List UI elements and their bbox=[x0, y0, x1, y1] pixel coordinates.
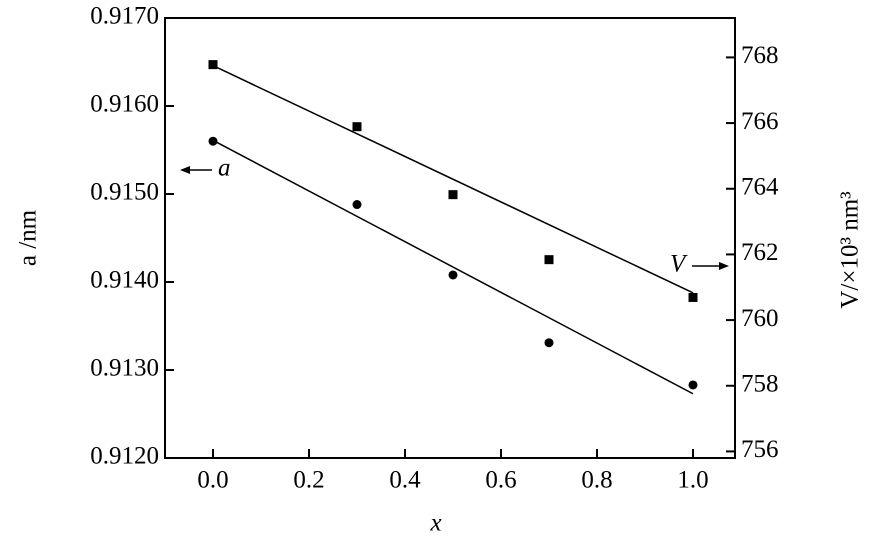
y2-tick-label: 766 bbox=[741, 108, 779, 135]
y-tick-label: 0.9150 bbox=[90, 179, 159, 206]
y2-tick-label: 764 bbox=[741, 173, 779, 200]
y2-tick-label: 762 bbox=[741, 239, 779, 266]
point bbox=[352, 200, 362, 210]
point bbox=[208, 60, 218, 70]
x-axis-label: x bbox=[429, 510, 441, 537]
y-tick-label: 0.9140 bbox=[90, 267, 159, 294]
fit-line bbox=[212, 139, 694, 395]
annotation-v: V bbox=[670, 251, 688, 278]
y-tick-label: 0.9160 bbox=[90, 91, 159, 118]
fit-line bbox=[212, 64, 694, 294]
x-tick-label: 0.0 bbox=[197, 467, 228, 494]
y-tick-label: 0.9130 bbox=[90, 355, 159, 382]
annotation-a-arrow bbox=[180, 166, 212, 174]
point bbox=[448, 270, 458, 280]
point bbox=[352, 122, 362, 132]
y2-tick-label: 758 bbox=[741, 370, 779, 397]
y-tick-label: 0.9120 bbox=[90, 443, 159, 470]
y2-tick-label: 760 bbox=[741, 305, 779, 332]
y-tick-label: 0.9170 bbox=[90, 3, 159, 30]
annotation-v-arrow bbox=[692, 262, 729, 270]
x-tick-label: 0.6 bbox=[485, 467, 516, 494]
x-tick-label: 0.2 bbox=[293, 467, 324, 494]
annotation-a: a bbox=[218, 155, 231, 182]
point bbox=[448, 190, 458, 200]
point bbox=[208, 136, 218, 146]
point bbox=[688, 292, 698, 302]
y2-tick-label: 768 bbox=[741, 42, 779, 69]
y2-axis-label: V/×10³ nm³ bbox=[837, 191, 864, 309]
point bbox=[544, 255, 554, 265]
x-tick-label: 0.8 bbox=[581, 467, 612, 494]
plot-frame bbox=[164, 17, 736, 459]
x-tick-label: 0.4 bbox=[389, 467, 421, 494]
point bbox=[688, 380, 698, 390]
y-axis-label: a /nm bbox=[15, 209, 42, 266]
point bbox=[544, 338, 554, 348]
x-tick-label: 1.0 bbox=[677, 467, 708, 494]
y2-tick-label: 756 bbox=[741, 436, 779, 463]
